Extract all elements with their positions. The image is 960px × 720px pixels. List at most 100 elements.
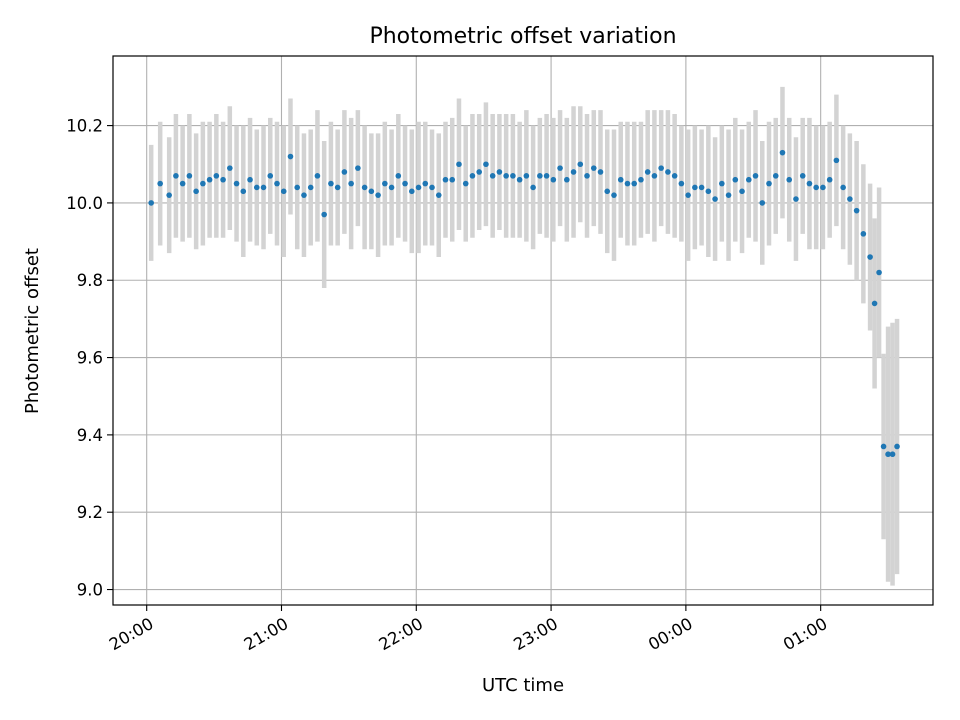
data-point	[422, 180, 429, 187]
data-point	[220, 176, 226, 183]
data-point	[611, 192, 617, 198]
y-tick-label: 9.0	[77, 581, 103, 600]
data-point	[442, 176, 449, 183]
data-point	[885, 451, 891, 458]
data-point	[557, 165, 563, 171]
data-point	[267, 173, 274, 179]
data-point	[867, 254, 873, 260]
data-point	[732, 176, 739, 183]
data-point	[876, 269, 882, 276]
data-point	[435, 192, 442, 198]
data-point	[624, 180, 631, 187]
data-point	[348, 180, 354, 187]
data-point	[665, 169, 671, 175]
data-point	[415, 184, 422, 191]
data-point	[186, 173, 193, 179]
data-point	[240, 188, 247, 195]
data-point	[833, 157, 840, 164]
data-point	[705, 188, 712, 195]
data-point	[483, 161, 489, 168]
data-point	[631, 180, 638, 187]
data-point	[752, 173, 759, 179]
data-point	[341, 169, 348, 175]
data-point	[685, 192, 691, 198]
data-point	[530, 184, 536, 191]
data-point	[307, 184, 314, 191]
data-point	[179, 180, 186, 187]
data-point	[820, 184, 826, 191]
data-point	[301, 192, 307, 198]
data-point	[489, 173, 496, 179]
x-axis: 20:00 21:00 22:00 23:00 00:00 01:00	[106, 605, 831, 654]
data-point	[584, 173, 590, 179]
data-point	[564, 176, 570, 183]
data-point	[871, 300, 878, 307]
plot-area	[112, 55, 934, 606]
data-point	[847, 196, 853, 202]
data-point	[543, 173, 550, 179]
errorbar-layer	[148, 86, 900, 586]
data-point	[644, 169, 651, 175]
data-point	[597, 169, 604, 175]
data-point	[745, 176, 752, 183]
data-point	[355, 165, 361, 171]
data-point	[314, 173, 321, 179]
data-point	[759, 200, 766, 206]
data-point	[772, 173, 779, 179]
y-axis: 9.0 9.2 9.4 9.6 9.8 10.0 10.2	[66, 117, 113, 600]
y-axis-label: Photometric offset	[22, 248, 43, 414]
data-point	[692, 184, 698, 191]
data-point	[894, 443, 900, 450]
data-point	[361, 184, 368, 191]
data-point	[253, 184, 260, 191]
data-point	[604, 188, 611, 195]
data-point	[678, 180, 685, 187]
data-point	[334, 184, 341, 191]
data-point	[449, 176, 456, 183]
data-point	[577, 161, 584, 168]
point-layer	[148, 149, 900, 458]
data-point	[395, 173, 402, 179]
data-point	[510, 173, 516, 179]
data-point	[503, 173, 509, 179]
y-tick-label: 9.4	[77, 426, 103, 445]
data-point	[840, 184, 846, 191]
data-point	[402, 180, 408, 187]
y-tick-label: 9.6	[77, 349, 103, 368]
data-point	[698, 184, 705, 191]
data-point	[206, 176, 213, 183]
data-point	[157, 180, 163, 187]
data-point	[766, 180, 772, 187]
y-tick-label: 9.8	[77, 271, 103, 290]
data-point	[786, 176, 793, 183]
data-point	[516, 176, 523, 183]
data-point	[173, 173, 179, 179]
data-point	[328, 180, 334, 187]
data-point	[368, 188, 375, 195]
x-tick-label: 00:00	[645, 614, 696, 654]
data-point	[590, 165, 597, 171]
data-point	[233, 180, 240, 187]
data-point	[321, 211, 327, 218]
data-point	[860, 231, 867, 237]
y-tick-label: 10.0	[66, 194, 103, 213]
data-point	[200, 180, 206, 187]
data-point	[213, 173, 220, 179]
y-tick-label: 10.2	[66, 117, 103, 136]
data-point	[880, 443, 887, 450]
data-point	[813, 184, 819, 191]
data-point	[523, 173, 530, 179]
data-point	[779, 149, 786, 156]
data-point	[550, 176, 557, 183]
data-point	[826, 176, 833, 183]
x-tick-label: 23:00	[510, 614, 561, 654]
x-tick-label: 22:00	[376, 614, 427, 654]
data-point	[148, 200, 154, 206]
data-point	[719, 180, 725, 187]
x-tick-label: 21:00	[241, 614, 292, 654]
data-point	[294, 184, 301, 191]
data-point	[658, 165, 664, 171]
data-point	[617, 176, 624, 183]
data-point	[712, 196, 718, 202]
data-point	[638, 176, 644, 183]
